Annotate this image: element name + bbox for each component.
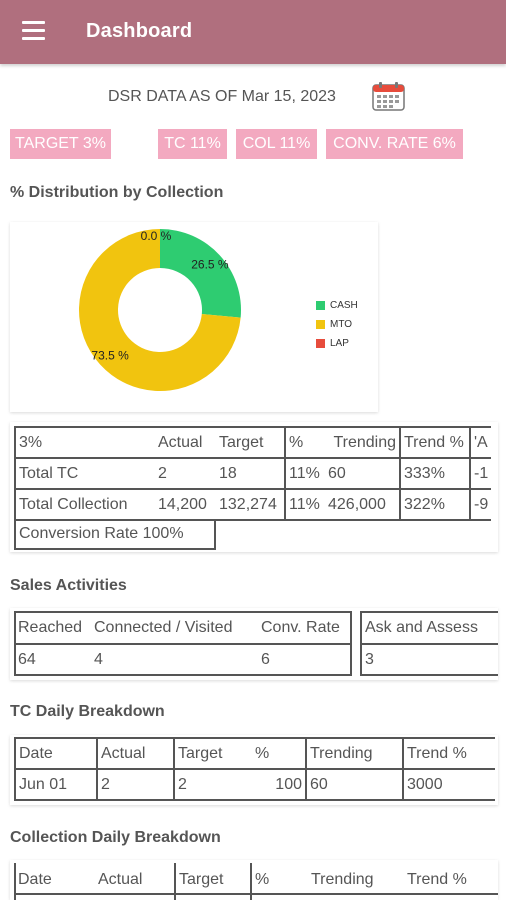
table-row: Jun 01 2 2 100 60 3000 xyxy=(14,769,495,801)
dsr-header: DSR DATA AS OF Mar 15, 2023 xyxy=(0,78,506,114)
sales-header-reached: Reached xyxy=(18,619,83,636)
table-border xyxy=(360,611,362,676)
table-header: Trending xyxy=(325,426,401,459)
table-header: Target xyxy=(174,737,252,770)
table-cell: -9 xyxy=(470,489,492,521)
table-cell: 100 xyxy=(252,769,307,801)
table-cell: 60 xyxy=(306,769,404,801)
hamburger-menu-icon[interactable] xyxy=(22,21,46,41)
summary-table: 3% Actual Target % Trending Trend % 'A T… xyxy=(14,426,492,521)
distribution-donut-chart: 26.5 % 73.5 % 0.0 % xyxy=(78,229,241,391)
table-row: Total TC 2 18 11% 60 333% -1 xyxy=(14,458,492,490)
table-header: Date xyxy=(14,737,98,770)
table-header: Target xyxy=(216,426,286,459)
table-cell: 14,200 xyxy=(155,489,216,521)
conv-rate-badge: CONV. RATE 6% xyxy=(326,129,463,159)
distribution-title: % Distribution by Collection xyxy=(10,184,224,201)
col-badge: COL 11% xyxy=(236,129,317,159)
table-cell: 132,274 xyxy=(216,489,286,521)
slice-label-cash: 26.5 % xyxy=(191,258,229,272)
table-cell: 2 xyxy=(97,769,175,801)
table-cell: 11% xyxy=(285,489,325,521)
table-cell: -1 xyxy=(470,458,492,490)
sales-header-conv-rate: Conv. Rate xyxy=(261,619,340,636)
dsr-date-label: DSR DATA AS OF Mar 15, 2023 xyxy=(108,88,336,105)
legend-item-lap: LAP xyxy=(316,338,358,357)
table-cell: 3000 xyxy=(403,769,495,801)
table-row: Total Collection 14,200 132,274 11% 426,… xyxy=(14,489,492,521)
table-cell: Total Collection xyxy=(14,489,155,521)
legend-label: LAP xyxy=(330,338,349,349)
page-title: Dashboard xyxy=(86,20,193,42)
collection-header-actual: Actual xyxy=(98,871,143,888)
chart-legend: CASH MTO LAP xyxy=(316,300,358,357)
table-header: Trending xyxy=(306,737,404,770)
table-border xyxy=(14,893,498,895)
table-border xyxy=(250,863,252,900)
table-cell: Total TC xyxy=(14,458,155,490)
table-border xyxy=(174,863,176,900)
conversion-rate-cell: Conversion Rate 100% xyxy=(14,519,216,550)
table-cell: 426,000 xyxy=(325,489,401,521)
table-header: Trend % xyxy=(403,737,495,770)
table-header: % xyxy=(252,737,307,770)
tc-daily-header-row: Date Actual Target % Trending Trend % xyxy=(14,737,495,770)
table-cell: Jun 01 xyxy=(14,769,98,801)
tc-daily-title: TC Daily Breakdown xyxy=(10,703,165,720)
table-cell: 11% xyxy=(285,458,325,490)
sales-value-reached: 64 xyxy=(18,651,36,668)
sales-header-connected: Connected / Visited xyxy=(94,619,233,636)
table-header: Actual xyxy=(155,426,216,459)
legend-label: MTO xyxy=(330,319,353,330)
table-header: Trend % xyxy=(400,426,471,459)
legend-label: CASH xyxy=(330,300,358,311)
table-header: 3% xyxy=(14,426,155,459)
table-border xyxy=(360,674,498,676)
legend-item-mto: MTO xyxy=(316,319,358,338)
table-cell: 2 xyxy=(155,458,216,490)
legend-item-cash: CASH xyxy=(316,300,358,319)
pie-slice-cash xyxy=(160,229,241,318)
table-border xyxy=(350,611,352,676)
sales-value-conv-rate: 6 xyxy=(261,651,270,668)
table-header: 'A xyxy=(470,426,492,459)
table-cell: 60 xyxy=(325,458,401,490)
pie-slice-mto xyxy=(78,229,241,391)
cash-swatch xyxy=(316,301,325,310)
summary-header-row: 3% Actual Target % Trending Trend % 'A xyxy=(14,426,492,459)
table-header: % xyxy=(285,426,325,459)
calendar-icon[interactable] xyxy=(372,81,405,111)
table-cell: 2 xyxy=(174,769,252,801)
mto-swatch xyxy=(316,320,325,329)
slice-label-lap: 0.0 % xyxy=(141,229,172,243)
table-border xyxy=(14,611,352,613)
lap-swatch xyxy=(316,339,325,348)
tc-badge: TC 11% xyxy=(158,129,227,159)
collection-header-target: Target xyxy=(179,871,224,888)
table-border xyxy=(14,643,352,645)
table-cell: 322% xyxy=(400,489,471,521)
table-border xyxy=(14,674,352,676)
table-cell: 18 xyxy=(216,458,286,490)
app-bar: Dashboard xyxy=(0,0,506,64)
table-border xyxy=(14,863,16,900)
collection-header-percent: % xyxy=(255,871,270,888)
slice-label-mto: 73.5 % xyxy=(91,348,129,362)
sales-activities-title: Sales Activities xyxy=(10,577,127,594)
table-cell: 333% xyxy=(400,458,471,490)
target-badge: TARGET 3% xyxy=(10,129,111,159)
sales-value-connected: 4 xyxy=(94,651,103,668)
table-border xyxy=(360,643,498,645)
table-border xyxy=(14,611,16,676)
sales-value-ask-assess: 3 xyxy=(365,651,374,668)
collection-header-trend-percent: Trend % xyxy=(407,871,467,888)
collection-daily-title: Collection Daily Breakdown xyxy=(10,829,221,846)
collection-header-date: Date xyxy=(18,871,52,888)
collection-header-trending: Trending xyxy=(311,871,374,888)
sales-header-ask-assess: Ask and Assess xyxy=(365,619,478,636)
tc-daily-table: Date Actual Target % Trending Trend % Ju… xyxy=(14,737,495,801)
table-header: Actual xyxy=(97,737,175,770)
table-border xyxy=(360,611,498,613)
